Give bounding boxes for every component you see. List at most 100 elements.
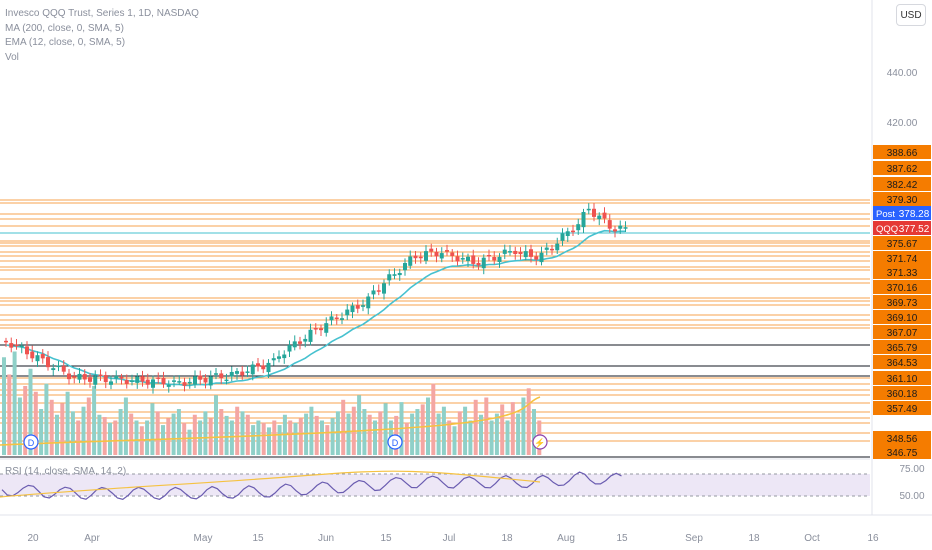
legend-ema[interactable]: EMA (12, close, 0, SMA, 5) (5, 37, 126, 48)
candle-body (445, 250, 449, 252)
volume-bar (17, 397, 22, 455)
badge-bg (873, 206, 931, 220)
candle-body (182, 382, 187, 386)
candle-body (450, 252, 455, 256)
candle-body (156, 377, 161, 379)
level-label-text: 369.73 (887, 298, 918, 309)
level-label-bg (873, 161, 931, 175)
candle-body (61, 366, 66, 372)
candle-body (371, 290, 376, 295)
level-label-text: 367.07 (887, 328, 918, 339)
volume-bar (129, 413, 134, 455)
candle-body (145, 379, 150, 385)
level-label-bg (873, 295, 931, 309)
candle-body (4, 340, 8, 343)
volume-bar (49, 399, 54, 455)
dividend-marker-circle (387, 434, 403, 450)
volume-bar (92, 386, 97, 455)
rsi-tick-label: 50.00 (899, 491, 924, 502)
level-label-bg (873, 355, 931, 369)
time-tick-label: 16 (867, 533, 879, 544)
price-badge-qqq: QQQ 377.52 (873, 221, 931, 235)
volume-bar (23, 386, 28, 455)
level-label: 369.10 (873, 310, 931, 324)
event-marker: ⚡ (532, 434, 548, 450)
volume-bar (415, 409, 420, 455)
candle-body (214, 373, 218, 375)
level-label-bg (873, 145, 931, 159)
candle-body (434, 251, 439, 257)
candle-body (618, 225, 623, 229)
level-label-text: 388.66 (887, 148, 918, 159)
level-label-text: 364.53 (887, 358, 918, 369)
candle-body (403, 263, 407, 271)
candle-body (613, 229, 617, 232)
candle-body (282, 354, 287, 359)
legend: Invesco QQQ Trust, Series 1, 1D, NASDAQ … (5, 7, 199, 65)
candle-body (151, 379, 155, 388)
candle-body (534, 256, 539, 260)
legend-vol[interactable]: Vol (5, 51, 19, 63)
dividend-marker-circle (23, 434, 39, 450)
level-label: 382.42 (873, 177, 931, 191)
volume-bar (81, 406, 86, 455)
volume-bar (65, 391, 70, 455)
level-label-text: 361.10 (887, 374, 918, 385)
time-axis[interactable]: 20 Apr May 15 Jun 15 Jul 18 Aug 15 Sep 18 Oct 16 (0, 514, 932, 544)
candle-body (14, 344, 19, 347)
level-label-bg (873, 265, 931, 279)
candle-body (565, 231, 570, 237)
volume-bar (309, 406, 314, 455)
volume-bar (44, 383, 49, 455)
candle-body (571, 230, 575, 233)
candle-body (198, 375, 203, 380)
volume-bar (240, 411, 245, 455)
candle-body (607, 220, 612, 229)
candle-body (124, 380, 129, 384)
event-marker-circle (532, 434, 548, 450)
volume-bar (102, 417, 107, 455)
candle-body (261, 365, 266, 370)
volume-bar (55, 414, 59, 455)
candle-body (350, 305, 355, 313)
level-label-bg (873, 371, 931, 385)
level-label-bg (873, 340, 931, 354)
volume-bar (357, 395, 362, 455)
lightning-icon: ⚡ (534, 437, 545, 449)
candle-body (408, 256, 413, 266)
volume-bar (166, 418, 171, 455)
volume-bar (473, 399, 478, 455)
candle-body (329, 316, 334, 321)
candle-body (250, 364, 255, 375)
rsi-sma-line (0, 470, 541, 498)
volume-bar (76, 420, 81, 455)
ema-line (5, 229, 626, 387)
time-tick-label: May (194, 533, 213, 544)
candle-body (25, 346, 29, 355)
level-label-bg (873, 310, 931, 324)
currency-button[interactable]: USD (896, 4, 926, 26)
volume-bar (314, 415, 319, 455)
candle-body (177, 381, 182, 383)
level-label: 375.67 (873, 236, 931, 250)
candle-body (303, 338, 308, 342)
volume-bar (335, 411, 340, 455)
volume-bar (367, 414, 372, 455)
level-label: 379.30 (873, 192, 931, 206)
rsi-band (0, 474, 870, 496)
price-axis[interactable]: 440.00 420.00 388.66 387.62 382.42 379.30 375.… (871, 0, 931, 515)
legend-ma[interactable]: MA (200, close, 0, SMA, 5) (5, 22, 124, 34)
candle-body (219, 373, 224, 379)
level-label-bg (873, 192, 931, 206)
volume-bar (267, 427, 271, 455)
candle-body (361, 305, 365, 307)
candle-body (518, 251, 523, 255)
badge-value: 377.52 (899, 224, 930, 235)
candle-body (109, 381, 113, 385)
legend-title[interactable]: Invesco QQQ Trust, Series 1, 1D, NASDAQ (5, 8, 199, 19)
time-tick-label: 15 (380, 533, 392, 544)
volume-bar (113, 420, 118, 455)
dividend-markers[interactable]: D D ⚡ (23, 434, 548, 450)
candle-body (224, 379, 229, 382)
